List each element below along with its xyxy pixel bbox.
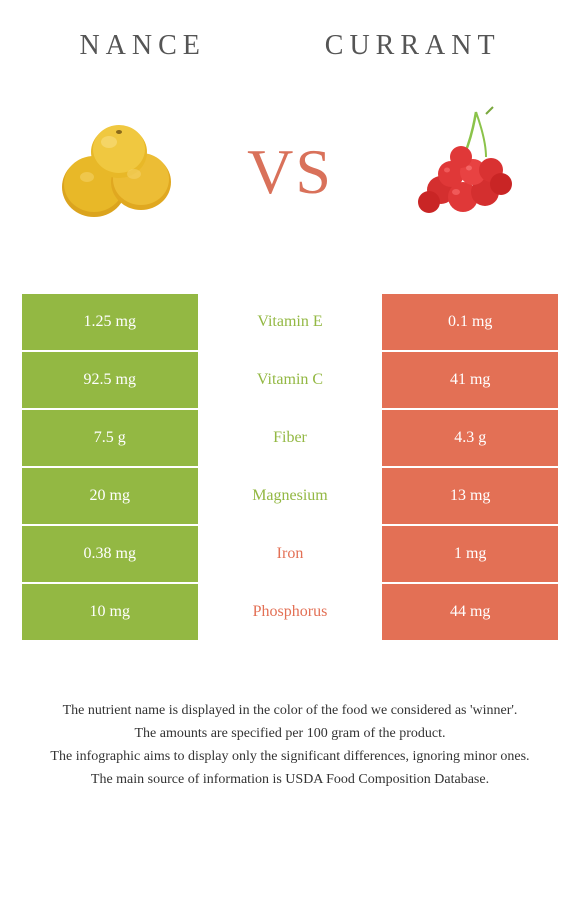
nutrient-value-right: 0.1 mg	[381, 293, 559, 351]
nutrient-row: 20 mgMagnesium13 mg	[21, 467, 559, 525]
nutrient-row: 1.25 mgVitamin E0.1 mg	[21, 293, 559, 351]
nutrient-row: 92.5 mgVitamin C41 mg	[21, 351, 559, 409]
infographic-container: NANCE CURRANT VS	[0, 0, 580, 814]
nutrient-row: 7.5 gFiber4.3 g	[21, 409, 559, 467]
nutrient-name: Magnesium	[199, 467, 382, 525]
footer-note-line: The infographic aims to display only the…	[28, 748, 552, 767]
nutrient-value-left: 20 mg	[21, 467, 199, 525]
nutrient-name: Fiber	[199, 409, 382, 467]
currant-image	[391, 102, 531, 242]
nance-image	[49, 102, 189, 242]
nutrient-value-left: 0.38 mg	[21, 525, 199, 583]
food-title-left: NANCE	[79, 30, 205, 62]
nutrient-table: 1.25 mgVitamin E0.1 mg92.5 mgVitamin C41…	[20, 292, 560, 642]
nutrient-name: Vitamin C	[199, 351, 382, 409]
title-row: NANCE CURRANT	[20, 30, 560, 62]
nutrient-row: 0.38 mgIron1 mg	[21, 525, 559, 583]
nutrient-value-left: 92.5 mg	[21, 351, 199, 409]
nutrient-name: Vitamin E	[199, 293, 382, 351]
nutrient-value-right: 41 mg	[381, 351, 559, 409]
footer-note-line: The amounts are specified per 100 gram o…	[28, 725, 552, 744]
nutrient-value-left: 10 mg	[21, 583, 199, 641]
nutrient-value-right: 4.3 g	[381, 409, 559, 467]
nutrient-value-right: 1 mg	[381, 525, 559, 583]
footer-notes: The nutrient name is displayed in the co…	[20, 702, 560, 790]
nutrient-row: 10 mgPhosphorus44 mg	[21, 583, 559, 641]
nutrient-value-left: 7.5 g	[21, 409, 199, 467]
food-title-right: CURRANT	[325, 30, 501, 62]
nutrient-value-right: 44 mg	[381, 583, 559, 641]
nutrient-value-right: 13 mg	[381, 467, 559, 525]
footer-note-line: The main source of information is USDA F…	[28, 771, 552, 790]
nutrient-name: Phosphorus	[199, 583, 382, 641]
nutrient-name: Iron	[199, 525, 382, 583]
nutrient-value-left: 1.25 mg	[21, 293, 199, 351]
image-row: VS	[20, 92, 560, 252]
footer-note-line: The nutrient name is displayed in the co…	[28, 702, 552, 721]
vs-label: VS	[247, 135, 333, 209]
